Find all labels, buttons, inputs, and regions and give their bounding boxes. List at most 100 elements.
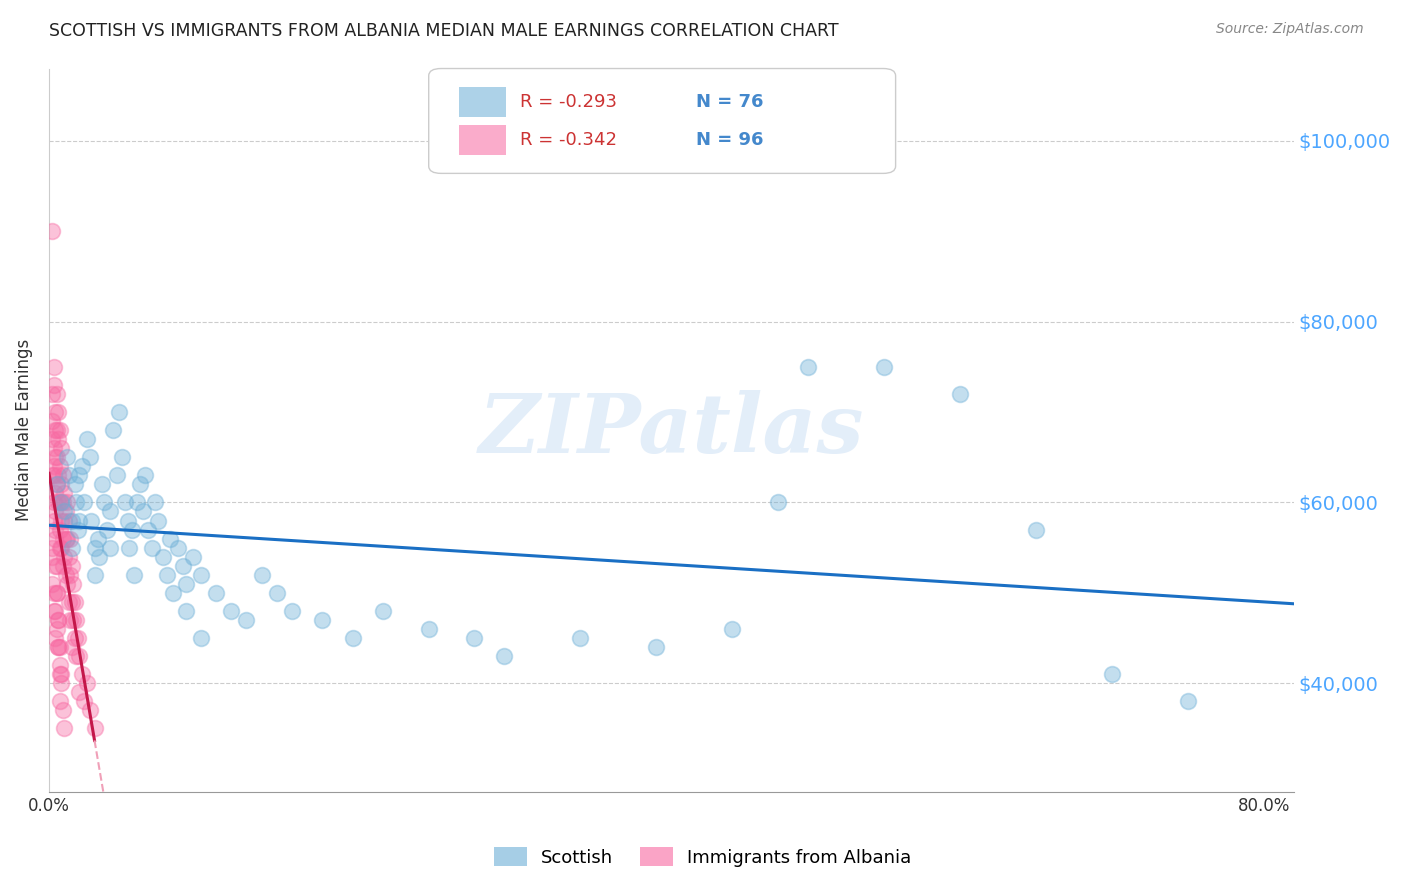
Point bbox=[79, 703, 101, 717]
Point bbox=[42, 604, 65, 618]
Point bbox=[143, 495, 166, 509]
Point bbox=[46, 613, 69, 627]
Y-axis label: Median Male Earnings: Median Male Earnings bbox=[15, 339, 32, 521]
Point bbox=[1025, 523, 1047, 537]
Point bbox=[72, 459, 94, 474]
Point bbox=[281, 604, 304, 618]
Point bbox=[53, 514, 76, 528]
Point bbox=[86, 532, 108, 546]
Point bbox=[65, 495, 87, 509]
Point bbox=[48, 541, 70, 555]
Point bbox=[44, 558, 66, 573]
Point bbox=[152, 549, 174, 564]
Point bbox=[98, 504, 121, 518]
Point bbox=[48, 495, 70, 509]
Point bbox=[46, 640, 69, 654]
Point bbox=[60, 595, 83, 609]
Point bbox=[463, 631, 485, 645]
Text: R = -0.342: R = -0.342 bbox=[520, 131, 617, 149]
Point bbox=[46, 468, 69, 483]
Point bbox=[63, 595, 86, 609]
Point bbox=[121, 523, 143, 537]
Point bbox=[114, 495, 136, 509]
Point bbox=[53, 722, 76, 736]
Point bbox=[48, 423, 70, 437]
Point bbox=[58, 514, 80, 528]
Point bbox=[122, 567, 145, 582]
Point bbox=[65, 613, 87, 627]
Point bbox=[72, 667, 94, 681]
Point bbox=[60, 558, 83, 573]
Point bbox=[73, 694, 96, 708]
Point bbox=[46, 495, 69, 509]
Point bbox=[44, 504, 66, 518]
Point bbox=[494, 649, 516, 664]
Point bbox=[569, 631, 592, 645]
Point bbox=[41, 576, 63, 591]
Point bbox=[58, 468, 80, 483]
Point bbox=[46, 432, 69, 446]
Point bbox=[46, 405, 69, 419]
Point bbox=[67, 514, 90, 528]
Point bbox=[45, 586, 67, 600]
Point bbox=[156, 567, 179, 582]
Text: ZIPatlas: ZIPatlas bbox=[479, 390, 865, 470]
FancyBboxPatch shape bbox=[429, 69, 896, 173]
Point bbox=[949, 387, 972, 401]
Point bbox=[1101, 667, 1123, 681]
Point bbox=[41, 224, 63, 238]
Point bbox=[190, 567, 212, 582]
Point bbox=[162, 586, 184, 600]
Point bbox=[58, 595, 80, 609]
Point bbox=[141, 541, 163, 555]
Text: N = 96: N = 96 bbox=[696, 131, 763, 149]
Point bbox=[148, 514, 170, 528]
Point bbox=[59, 532, 82, 546]
Point bbox=[125, 495, 148, 509]
Point bbox=[53, 486, 76, 500]
Point bbox=[766, 495, 789, 509]
Point bbox=[52, 558, 75, 573]
Point bbox=[645, 640, 668, 654]
Point bbox=[67, 468, 90, 483]
Point bbox=[42, 378, 65, 392]
Point bbox=[45, 586, 67, 600]
Point bbox=[44, 532, 66, 546]
Point bbox=[55, 567, 77, 582]
Point bbox=[60, 541, 83, 555]
Point bbox=[41, 387, 63, 401]
Point bbox=[58, 549, 80, 564]
Point bbox=[42, 514, 65, 528]
Point bbox=[56, 576, 79, 591]
Point bbox=[49, 667, 72, 681]
Point bbox=[76, 432, 98, 446]
Point bbox=[44, 523, 66, 537]
Point bbox=[52, 532, 75, 546]
Point bbox=[56, 495, 79, 509]
Point bbox=[65, 649, 87, 664]
Point bbox=[105, 468, 128, 483]
Point bbox=[44, 604, 66, 618]
Point bbox=[873, 359, 896, 374]
Point bbox=[44, 486, 66, 500]
Point bbox=[45, 622, 67, 636]
Point bbox=[46, 613, 69, 627]
Point bbox=[55, 504, 77, 518]
Point bbox=[42, 459, 65, 474]
Point bbox=[48, 667, 70, 681]
Point bbox=[132, 504, 155, 518]
Point bbox=[45, 387, 67, 401]
Point bbox=[98, 541, 121, 555]
Point bbox=[1177, 694, 1199, 708]
Point bbox=[49, 441, 72, 455]
Point bbox=[167, 541, 190, 555]
Point bbox=[371, 604, 394, 618]
Point bbox=[159, 532, 181, 546]
Point bbox=[56, 450, 79, 465]
FancyBboxPatch shape bbox=[458, 125, 506, 155]
Point bbox=[59, 567, 82, 582]
Point bbox=[205, 586, 228, 600]
Point bbox=[41, 468, 63, 483]
Point bbox=[62, 576, 84, 591]
Point bbox=[250, 567, 273, 582]
